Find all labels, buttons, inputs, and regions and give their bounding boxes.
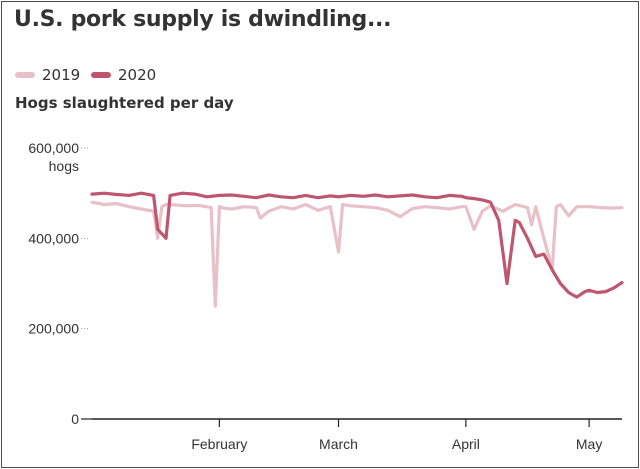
series-line-2019 <box>90 200 624 308</box>
legend-label-2020: 2020 <box>118 66 157 84</box>
x-tick-label: March <box>319 436 358 452</box>
y-tick-label: 200,000 <box>28 321 79 337</box>
y-tick-label: 0 <box>71 411 79 427</box>
chart-subtitle: Hogs slaughtered per day <box>15 94 234 112</box>
legend-label-2019: 2019 <box>42 66 81 84</box>
y-tick-label: 400,000 <box>28 230 79 246</box>
chart-title: U.S. pork supply is dwindling... <box>14 7 392 32</box>
series-layer <box>90 191 624 308</box>
legend-item-2020: 2020 <box>91 64 156 86</box>
y-axis: 0 200,000 400,000 600,000 <box>28 140 92 427</box>
x-tick-label: February <box>191 436 247 452</box>
series-line-2020 <box>90 191 624 299</box>
x-tick-label: May <box>576 436 602 452</box>
legend-swatch-2019 <box>15 72 35 78</box>
x-tick-label: April <box>452 436 480 452</box>
y-unit-label: hogs <box>49 158 79 174</box>
legend-item-2019: 2019 <box>15 64 80 86</box>
x-axis: February March April May <box>191 419 602 452</box>
legend-swatch-2020 <box>91 72 111 78</box>
y-tick-label: 600,000 <box>28 140 79 156</box>
